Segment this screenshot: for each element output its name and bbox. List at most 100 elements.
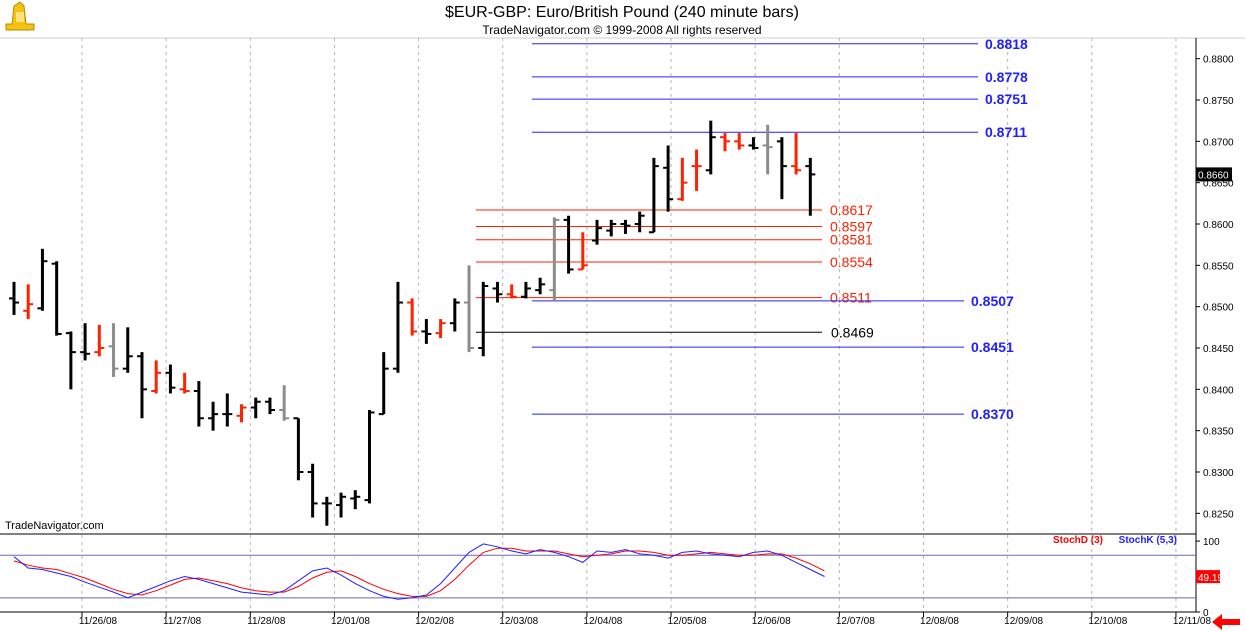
price-tick-label: 0.8800 (1203, 55, 1234, 66)
watermark: TradeNavigator.com (5, 520, 104, 532)
ohlc-bar (208, 401, 219, 431)
price-level-label: 0.8751 (985, 91, 1028, 107)
last-price-label: 0.8660 (1198, 170, 1229, 181)
ohlc-bar (535, 277, 546, 295)
date-label: 12/05/08 (668, 616, 707, 627)
ohlc-bar (805, 157, 816, 216)
chart-subtitle: TradeNavigator.com © 1999-2008 All right… (482, 23, 761, 37)
ohlc-bar (392, 281, 403, 373)
price-level-label: 0.8370 (971, 406, 1014, 422)
last-price-badge: 0.8660 (1196, 167, 1232, 182)
date-label: 12/04/08 (583, 616, 622, 627)
ohlc-bar (748, 137, 759, 150)
ohlc-bar (762, 124, 773, 175)
ohlc-bar (336, 492, 347, 518)
price-level-label: 0.8581 (830, 232, 873, 248)
date-label: 11/27/08 (163, 616, 202, 627)
stoch-k-line (13, 543, 825, 600)
price-level-label: 0.8597 (830, 218, 873, 234)
ohlc-bar (577, 232, 588, 271)
price-bars (9, 120, 816, 526)
ohlc-bar (549, 217, 560, 301)
ohlc-bar (720, 133, 730, 152)
date-label: 12/07/08 (836, 616, 875, 627)
price-tick-label: 0.8350 (1203, 427, 1234, 438)
ohlc-bar (506, 284, 517, 299)
price-level-label: 0.8778 (985, 69, 1028, 85)
ohlc-bar (51, 261, 62, 336)
date-label: 12/02/08 (415, 616, 454, 627)
ohlc-bar (606, 219, 617, 237)
ohlc-bar (108, 323, 119, 377)
ohlc-bar (464, 265, 475, 353)
price-tick-label: 0.8400 (1203, 385, 1234, 396)
ohlc-bar (307, 463, 318, 518)
ohlc-bar (620, 219, 631, 234)
date-label: 12/11/08 (1173, 616, 1212, 627)
ohlc-bar (264, 397, 275, 415)
ohlc-bar (691, 149, 702, 191)
ohlc-bar (136, 352, 147, 419)
ohlc-bar (350, 490, 361, 510)
vertical-grid (81, 38, 1177, 612)
ohlc-bar (791, 133, 802, 175)
ohlc-bar (165, 364, 176, 394)
price-axis: 0.8800 0.8750 0.8700 0.8650 0.8600 0.8550 0.85… (1196, 55, 1234, 520)
stochastic-pane: 100 0 (0, 537, 1220, 619)
ohlc-bar (9, 281, 19, 315)
stoch-last-label: 49.19 (1198, 573, 1223, 584)
ohlc-bar (776, 137, 787, 200)
price-level-label: 0.8469 (831, 324, 874, 340)
ohlc-bar (293, 417, 304, 481)
date-label: 12/03/08 (499, 616, 538, 627)
ohlc-bar (222, 393, 233, 427)
date-label: 12/06/08 (752, 616, 791, 627)
price-level-label: 0.8554 (830, 254, 873, 270)
ohlc-bar (592, 219, 603, 245)
price-level-label: 0.8507 (971, 293, 1014, 309)
ohlc-bar (663, 145, 674, 212)
ohlc-bar (80, 323, 91, 361)
ohlc-bar (677, 157, 688, 201)
ohlc-bar (378, 352, 389, 416)
plot-background (0, 38, 1245, 631)
ohlc-bar (236, 404, 247, 423)
date-label: 12/09/08 (1004, 616, 1043, 627)
ohlc-bar (634, 211, 645, 233)
price-level-label: 0.8451 (971, 339, 1014, 355)
trade-navigator-logo-icon (5, 1, 35, 31)
ohlc-bar (179, 372, 190, 394)
ohlc-bar (449, 298, 460, 332)
ohlc-bar (321, 496, 332, 526)
date-label: 12/10/08 (1088, 616, 1127, 627)
ohlc-bar (520, 281, 531, 299)
ohlc-bar (37, 248, 48, 311)
ohlc-bar (250, 397, 261, 419)
ohlc-bar (705, 120, 716, 175)
chart-title: $EUR-GBP: Euro/British Pound (240 minute… (445, 4, 799, 21)
scroll-right-arrow-icon[interactable] (1212, 614, 1240, 630)
price-tick-label: 0.8450 (1203, 344, 1234, 355)
price-level-label: 0.8711 (985, 124, 1027, 140)
stoch-last-badge: 49.19 (1196, 570, 1223, 584)
price-tick-label: 0.8550 (1203, 261, 1234, 272)
ohlc-bar (193, 381, 204, 427)
price-level-label: 0.8617 (830, 202, 873, 218)
price-tick-label: 0.8300 (1203, 468, 1234, 479)
stoch-d-legend: StochD (3) (1053, 535, 1103, 546)
date-label: 12/01/08 (331, 616, 370, 627)
ohlc-bar (478, 281, 489, 357)
ohlc-bar (279, 385, 290, 421)
ohlc-bar (421, 319, 432, 344)
price-levels: 0.88180.87780.87510.87110.86170.85970.85… (476, 36, 1028, 422)
ohlc-bar (94, 324, 105, 357)
ohlc-bar (407, 298, 418, 336)
price-tick-label: 0.8750 (1203, 96, 1234, 107)
ohlc-bar (364, 410, 375, 504)
ohlc-bar (151, 360, 162, 394)
ohlc-bar (65, 331, 76, 390)
date-label: 12/08/08 (920, 616, 959, 627)
price-tick-label: 0.8650 (1203, 179, 1234, 190)
stoch-k-legend: StochK (5,3) (1119, 535, 1177, 546)
price-level-label: 0.8818 (985, 36, 1028, 52)
